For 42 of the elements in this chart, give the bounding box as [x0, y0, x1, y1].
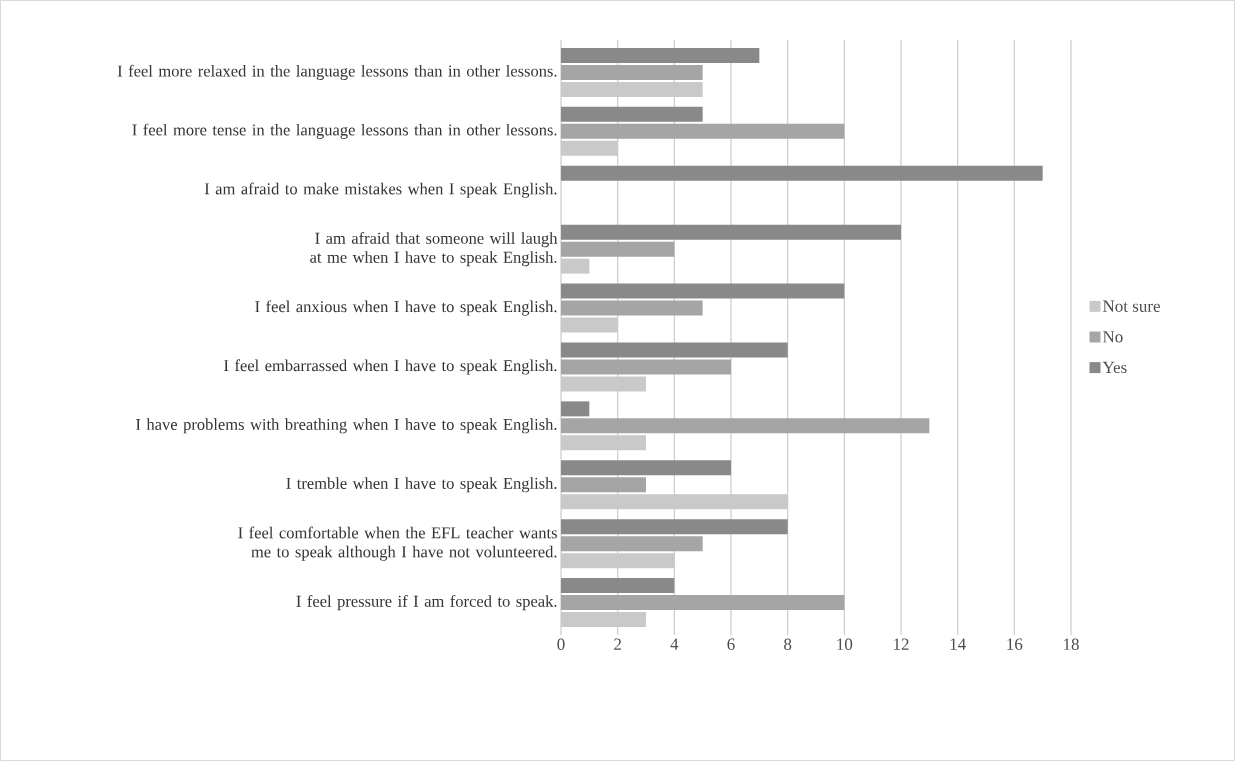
legend-label: Yes — [1102, 361, 1127, 374]
x-tick-label: 2 — [614, 638, 621, 650]
x-tick-label: 0 — [557, 638, 565, 650]
y-tick-label: I feel embarrassed when I have to speak English. — [224, 359, 557, 375]
bar — [561, 477, 646, 493]
bar — [561, 519, 788, 535]
bar — [561, 595, 845, 611]
x-tick-label: 10 — [837, 638, 853, 650]
bar — [561, 401, 590, 417]
y-tick-label: I am afraid that someone will laugh at me when I have to speak English. — [310, 232, 558, 267]
y-tick-label: I feel anxious when I have to speak English. — [255, 300, 557, 316]
x-tick-label: 18 — [1064, 638, 1079, 650]
y-tick-label: I tremble when I have to speak English. — [286, 477, 557, 493]
bar — [561, 300, 703, 316]
bar — [561, 165, 1043, 181]
y-tick-label: I feel pressure if I am forced to speak. — [296, 595, 557, 611]
y-tick-label: I feel comfortable when the EFL teacher wants me to speak although I have not volunteered. — [238, 526, 557, 561]
bar — [561, 123, 845, 139]
bar — [561, 536, 703, 552]
x-tick-label: 12 — [894, 638, 909, 650]
y-tick-label: I am afraid to make mistakes when I speak English. — [204, 182, 557, 198]
legend-label: Not sure — [1102, 300, 1160, 312]
bar — [561, 578, 675, 594]
bar — [561, 241, 675, 257]
bar — [561, 224, 901, 240]
bar — [561, 418, 930, 434]
x-tick-label: 4 — [670, 638, 679, 650]
bar — [561, 283, 845, 299]
bar — [561, 342, 788, 358]
x-tick-label: 14 — [950, 638, 966, 650]
x-tick-label: 6 — [727, 638, 735, 650]
bar — [561, 359, 731, 375]
bar — [561, 460, 731, 476]
y-tick-label: I feel more tense in the language lessons than in other lessons. — [132, 123, 557, 139]
bar — [561, 47, 760, 63]
bar — [561, 106, 703, 122]
bar — [561, 64, 703, 80]
y-tick-label: I feel more relaxed in the language lessons than in other lessons. — [117, 64, 557, 80]
y-tick-label: I have problems with breathing when I have to speak English. — [136, 418, 557, 434]
x-tick-label: 8 — [784, 638, 792, 650]
x-tick-label: 16 — [1007, 638, 1023, 650]
legend-label: No — [1102, 331, 1123, 343]
